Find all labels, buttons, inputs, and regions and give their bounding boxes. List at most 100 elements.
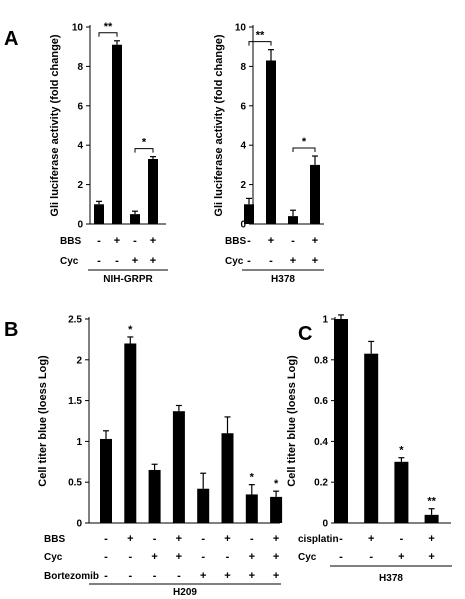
chart2-condition-sign: - <box>153 533 157 545</box>
chart1-bar <box>288 216 298 224</box>
chart0-significance-bracket <box>134 148 154 153</box>
chart3-y-tick-label: 0 <box>322 519 328 530</box>
chart2-condition-sign: - <box>153 570 157 582</box>
chart3-condition-sign: - <box>369 551 373 563</box>
chart2-condition-sign: - <box>104 570 108 582</box>
chart1-significance-label: ** <box>256 30 265 42</box>
chart2-condition-sign: - <box>128 551 132 563</box>
chart0-condition-sign: - <box>97 235 101 247</box>
chart1-condition-sign: - <box>247 235 251 247</box>
chart2-y-tick-label: 1 <box>76 437 82 448</box>
chart0-condition-sign: + <box>132 255 138 267</box>
chart0-y-tick-label: 10 <box>72 23 84 34</box>
chart2-y-tick-label: 2.5 <box>68 315 82 326</box>
chart1-y-tick-label: 6 <box>240 101 246 112</box>
chart1-condition-sign: - <box>269 255 273 267</box>
chart3-y-axis-label: Cell titer blue (loess Log) <box>286 355 298 487</box>
chart1-condition-sign: - <box>291 235 295 247</box>
chart0-condition-sign: - <box>97 255 101 267</box>
chart0-y-axis-label: Gli luciferase activity (fold change) <box>49 34 61 216</box>
chart0-panel-letter: A <box>4 28 18 50</box>
chart1-significance-bracket <box>248 41 272 46</box>
chart0-significance-label: * <box>142 137 147 149</box>
chart1-condition-sign: + <box>312 255 318 267</box>
chart2-condition-sign: + <box>273 570 279 582</box>
chart2-bar <box>172 411 185 523</box>
chart0-y-tick-label: 2 <box>77 180 83 191</box>
chart2-y-tick-label: 1.5 <box>68 396 82 407</box>
chart1-y-tick-label: 4 <box>240 141 246 152</box>
chart3-bar <box>424 514 439 523</box>
chart2-bar <box>245 494 258 523</box>
chart0-bar <box>94 204 104 224</box>
chart2-condition-sign: - <box>104 551 108 563</box>
chart1-bar <box>310 164 320 224</box>
chart2-y-axis-label: Cell titer blue (loess Log) <box>37 355 49 487</box>
chart2-condition-sign: + <box>273 533 279 545</box>
chart1-significance-bracket <box>292 147 316 153</box>
chart2-bar <box>148 469 161 523</box>
chart0-y-tick-label: 4 <box>77 141 83 152</box>
chart0-condition-sign: - <box>133 235 137 247</box>
chart2-condition-sign: - <box>201 551 205 563</box>
chart0-y-tick-label: 8 <box>77 62 83 73</box>
chart3-bar <box>334 319 348 523</box>
chart2-condition-label: Bortezomib <box>44 571 99 582</box>
chart3-bar <box>394 461 409 523</box>
chart2-panel-letter: B <box>4 319 18 341</box>
chart1-bar <box>244 204 254 224</box>
chart0-y-tick-label: 0 <box>77 220 83 231</box>
chart2-condition-sign: + <box>224 570 230 582</box>
chart2-condition-sign: + <box>249 570 255 582</box>
chart2-condition-sign: - <box>104 533 108 545</box>
chart0-condition-label: Cyc <box>60 256 79 267</box>
chart3-condition-sign: + <box>428 533 434 545</box>
chart3-condition-sign: - <box>339 533 343 545</box>
chart3-y-tick-label: 0.6 <box>314 396 328 407</box>
chart3-significance-star: ** <box>427 496 436 508</box>
chart3-y-tick-label: 0.2 <box>314 478 328 489</box>
chart2-condition-sign: - <box>226 551 230 563</box>
chart2-condition-sign: + <box>176 551 182 563</box>
chart2-bar <box>197 488 210 523</box>
chart2-y-tick-label: 2 <box>76 355 82 366</box>
chart3-condition-sign: + <box>398 551 404 563</box>
chart2-bar <box>270 496 283 523</box>
chart0-condition-sign: + <box>150 255 156 267</box>
chart0-bar <box>112 44 122 225</box>
chart3-condition-sign: - <box>339 551 343 563</box>
chart1-group-label: H378 <box>271 274 295 285</box>
chart2-bar <box>100 438 112 523</box>
chart3-bar <box>364 353 379 523</box>
chart0-bar <box>130 214 140 224</box>
chart2-bar <box>124 343 137 523</box>
chart1-condition-sign: - <box>247 255 251 267</box>
chart3-group-label: H378 <box>379 573 403 584</box>
chart2-condition-sign: - <box>177 570 181 582</box>
chart0-condition-sign: + <box>114 235 120 247</box>
chart1-y-tick-label: 0 <box>240 220 246 231</box>
chart3-condition-sign: + <box>368 533 374 545</box>
chart2-significance-star: * <box>250 472 255 484</box>
chart1-y-axis-label: Gli luciferase activity (fold change) <box>213 34 225 216</box>
chart2-significance-star: * <box>274 478 279 490</box>
chart3-condition-sign: + <box>428 551 434 563</box>
chart2-condition-label: Cyc <box>44 552 63 563</box>
chart2-condition-sign: + <box>273 551 279 563</box>
chart1-significance-label: * <box>302 136 307 148</box>
chart1-y-tick-label: 2 <box>240 180 246 191</box>
chart0-group-label: NIH-GRPR <box>103 274 153 285</box>
chart1-y-tick-label: 10 <box>235 23 247 34</box>
chart0-condition-sign: + <box>150 235 156 247</box>
chart3-condition-label: Cyc <box>298 552 317 563</box>
chart3-condition-sign: - <box>400 533 404 545</box>
chart2-condition-sign: - <box>128 570 132 582</box>
chart2-condition-label: BBS <box>44 534 65 545</box>
chart0-significance-bracket <box>98 32 118 37</box>
chart2-significance-star: * <box>128 324 133 336</box>
chart1-y-tick-label: 8 <box>240 62 246 73</box>
chart2-condition-sign: + <box>176 533 182 545</box>
chart2-group-label: H209 <box>173 587 197 598</box>
chart1-condition-sign: + <box>268 235 274 247</box>
